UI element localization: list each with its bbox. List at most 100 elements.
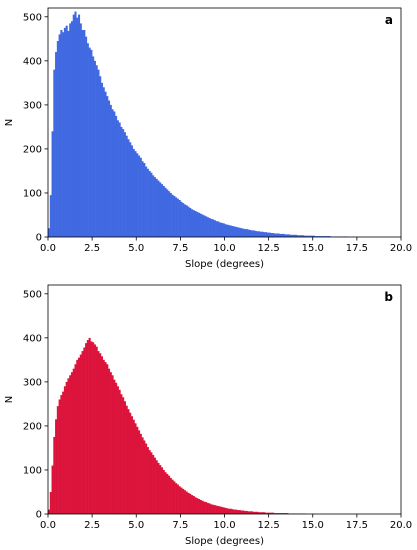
histogram-a-bar (190, 209, 194, 237)
histogram-b-bar (155, 460, 158, 514)
histogram-b-bar (159, 465, 162, 514)
histogram-a-bar (141, 161, 144, 237)
histogram-a-x-tick-label: 12.5 (257, 243, 279, 254)
histogram-a-bar (136, 153, 139, 237)
histogram-b-bar (99, 353, 102, 514)
histogram-b-bar (194, 497, 197, 514)
histogram-a-bar (171, 194, 174, 237)
histogram-a-bar (143, 163, 146, 237)
histogram-a-bar (102, 87, 105, 238)
histogram-b-bar (127, 409, 130, 514)
histogram-a-bar (115, 115, 118, 237)
histogram-a-bar (224, 224, 227, 237)
histogram-a-bar (270, 233, 273, 237)
histogram-b-x-tick-label: 5.0 (128, 520, 144, 531)
histogram-b-bar (78, 357, 81, 514)
histogram-b-bar (171, 479, 174, 514)
histogram-a-bar (312, 235, 315, 237)
histogram-a-bar (164, 187, 167, 237)
histogram-b-bar (178, 486, 181, 514)
histogram-a-bar (150, 172, 153, 237)
histogram-b-bar (92, 342, 95, 514)
histogram-b-bar (256, 511, 259, 514)
histogram-b-bar (168, 475, 171, 514)
histogram-b-bar (196, 498, 199, 514)
histogram-a-bar (309, 235, 312, 237)
histogram-a-bar (245, 229, 248, 237)
histogram-b-bar (259, 512, 262, 514)
histogram-b-bar (108, 368, 111, 514)
histogram-b-bar (270, 512, 273, 514)
histogram-a-bar (222, 223, 225, 237)
histogram-b-bar (272, 512, 275, 514)
histogram-b-bar (130, 416, 134, 514)
histogram-a-bar (215, 221, 218, 237)
histogram-a-bar (63, 27, 66, 238)
histogram-b-bar (247, 511, 250, 514)
histogram-a-bar (145, 166, 148, 237)
histogram-b-bar (162, 469, 165, 514)
histogram-a-bar (106, 96, 109, 237)
histogram-b-x-tick-label: 10.0 (213, 520, 235, 531)
histogram-a-bar (49, 195, 52, 237)
histogram-a-bar (162, 185, 165, 237)
histogram-b-bar (132, 419, 135, 514)
histogram-a-bar (280, 233, 284, 237)
histogram-a-bar (134, 151, 137, 237)
histogram-b-bar (210, 504, 213, 514)
histogram-a-bar (70, 21, 74, 238)
histogram-a-bar (323, 236, 326, 237)
histogram-a-bar (60, 30, 63, 238)
histogram-b-bar (93, 344, 96, 514)
histogram-a-bar (85, 36, 88, 237)
histogram-b-y-tick-label: 500 (23, 289, 42, 300)
histogram-b-bar (215, 505, 218, 514)
histogram-b-bar (238, 510, 241, 514)
histogram-a-bar (48, 228, 51, 237)
histogram-b-bar (157, 462, 160, 514)
histogram-a-bar (157, 180, 160, 237)
histogram-b-bar (205, 502, 208, 514)
histogram-a-bar (208, 218, 211, 237)
histogram-a-bar (185, 205, 188, 237)
histogram-a-bar (205, 216, 208, 237)
histogram-b-bar (240, 510, 243, 514)
histogram-b-bars (48, 337, 306, 514)
histogram-a-panel-letter: a (385, 13, 393, 27)
histogram-b-bar (160, 467, 164, 514)
histogram-a-bar (92, 56, 95, 237)
histogram-b-bar (81, 351, 84, 514)
histogram-b-bar (183, 490, 186, 514)
histogram-b-bar (62, 391, 65, 514)
histogram-a-bar (86, 43, 89, 237)
histogram-a-bar (258, 231, 261, 237)
histogram-a-bar (175, 197, 178, 237)
histogram-a-bar (95, 65, 98, 237)
histogram-a-bar (199, 213, 202, 237)
histogram-a-bar (295, 234, 298, 237)
histogram-b-bar (55, 419, 58, 514)
histogram-a-bar (201, 214, 204, 237)
histogram-b-bar (208, 503, 211, 514)
histogram-b-bar (226, 508, 229, 514)
histogram-a-bar (169, 192, 172, 237)
histogram-b-bar (201, 500, 204, 514)
histogram-a-bar (328, 236, 331, 237)
histogram-a-bar (187, 206, 190, 237)
histogram-a-x-tick-label: 10.0 (213, 243, 235, 254)
histogram-b-bar (123, 401, 126, 514)
histogram-b-bar (252, 511, 255, 514)
histogram-b-bar (180, 487, 183, 514)
histogram-b-x-tick-label: 17.5 (346, 520, 368, 531)
histogram-b-bar (85, 343, 88, 514)
histogram-a-bar (160, 184, 164, 237)
histogram-a-bar (219, 222, 222, 237)
histogram-b-bar (198, 499, 201, 514)
histogram-b-bar (70, 372, 74, 514)
histogram-b-bar (279, 513, 282, 514)
histogram-b-bar (97, 351, 100, 514)
histogram-b-bar (106, 364, 109, 514)
histogram-a-x-tick-label: 5.0 (128, 243, 144, 254)
histogram-b-bar (169, 477, 172, 514)
